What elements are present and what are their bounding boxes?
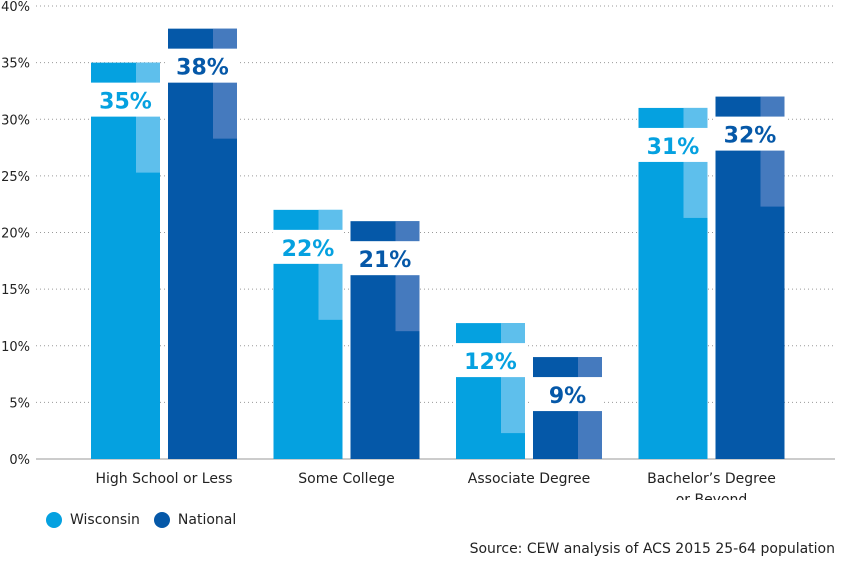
legend: Wisconsin National [46, 512, 236, 528]
value-label-box [90, 82, 161, 117]
value-label-box [349, 241, 421, 276]
legend-label-national: National [177, 512, 237, 528]
value-label: 32% [724, 124, 777, 149]
y-tick-label: 0% [9, 453, 30, 468]
legend-swatch-wisconsin [46, 512, 62, 528]
bar-highlight [395, 221, 420, 332]
bar-highlight [501, 323, 525, 434]
value-label-box [637, 127, 709, 162]
legend-swatch-national [153, 512, 170, 528]
value-label-box [455, 343, 526, 378]
y-tick-label: 20% [1, 227, 30, 242]
bar-highlight [213, 28, 237, 139]
value-label: 38% [176, 56, 229, 81]
y-tick-label: 15% [1, 283, 30, 298]
x-category-label: Associate Degree [468, 471, 590, 487]
value-label: 12% [464, 350, 517, 375]
value-label-box [272, 229, 344, 264]
value-label-box [714, 116, 786, 151]
value-label-box [532, 377, 603, 412]
bar-highlight [318, 209, 343, 320]
legend-item-national: National [153, 512, 237, 528]
y-tick-label: 35% [1, 57, 30, 72]
x-category-label: or Beyond [676, 492, 748, 500]
bar-highlight [760, 96, 785, 207]
x-category-label: Bachelor’s Degree [647, 471, 776, 487]
source-note: Source: CEW analysis of ACS 2015 25-64 p… [469, 541, 835, 557]
value-label: 35% [99, 90, 152, 115]
value-label: 9% [549, 384, 586, 409]
y-tick-label: 5% [9, 396, 30, 411]
value-label: 22% [282, 237, 335, 262]
x-category-label: Some College [298, 471, 394, 487]
y-tick-label: 30% [1, 113, 30, 128]
y-tick-label: 40% [1, 0, 30, 15]
legend-label-wisconsin: Wisconsin [70, 512, 140, 528]
bar-highlight [136, 62, 160, 173]
y-tick-label: 25% [1, 170, 30, 185]
bar-highlight [683, 107, 708, 218]
value-label: 31% [647, 135, 700, 160]
x-category-label: High School or Less [95, 471, 232, 487]
y-tick-label: 10% [1, 340, 30, 355]
legend-item-wisconsin: Wisconsin [46, 512, 140, 528]
value-label: 21% [359, 248, 412, 273]
bar-chart-svg: 0% 5% 10% 15% 20% 25% 30% 35% 40% 35% 38% High Scho… [1, 0, 835, 500]
value-label-box [167, 48, 238, 83]
